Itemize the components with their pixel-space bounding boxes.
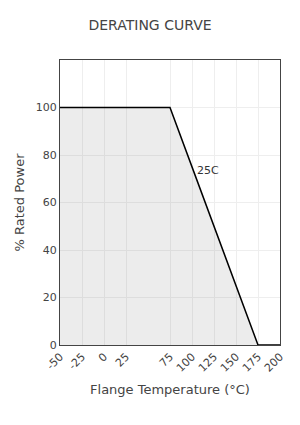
svg-text:0: 0 — [96, 351, 110, 365]
svg-text:150: 150 — [218, 351, 242, 375]
svg-text:40: 40 — [43, 244, 57, 257]
svg-text:60: 60 — [43, 196, 57, 209]
svg-text:0: 0 — [50, 339, 57, 352]
svg-text:-50: -50 — [44, 351, 66, 373]
svg-text:175: 175 — [240, 351, 264, 375]
svg-text:200: 200 — [262, 351, 286, 375]
svg-text:100: 100 — [36, 101, 57, 114]
svg-text:% Rated Power: % Rated Power — [12, 153, 27, 252]
svg-text:100: 100 — [174, 351, 198, 375]
svg-text:Flange Temperature (°C): Flange Temperature (°C) — [90, 382, 250, 397]
svg-text:20: 20 — [43, 291, 57, 304]
svg-text:25C: 25C — [197, 164, 219, 177]
svg-text:DERATING CURVE: DERATING CURVE — [88, 17, 211, 33]
svg-text:125: 125 — [196, 351, 220, 375]
svg-text:80: 80 — [43, 149, 57, 162]
svg-text:-25: -25 — [66, 351, 88, 373]
svg-text:25: 25 — [113, 351, 132, 370]
svg-text:75: 75 — [157, 351, 176, 370]
